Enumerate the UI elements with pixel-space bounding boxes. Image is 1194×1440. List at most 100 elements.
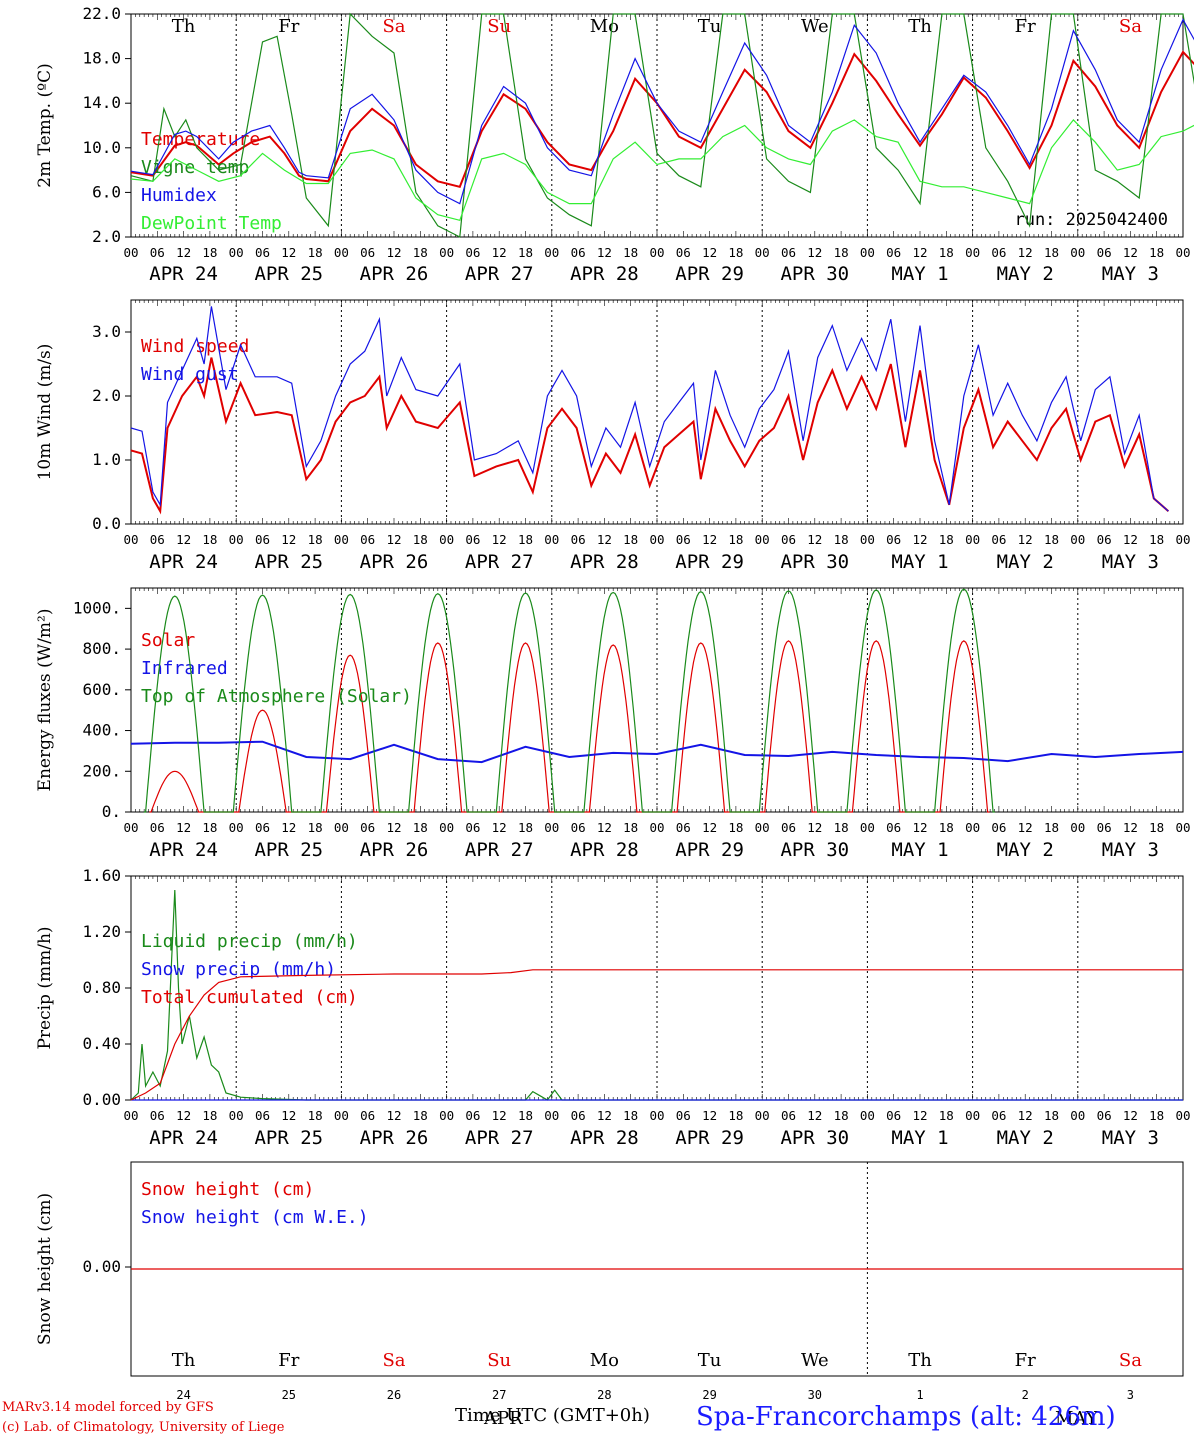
hour-tick-label: 18 [1149,532,1164,547]
series-line-2 [130,969,1183,1101]
hour-tick-label: 18 [308,1108,323,1123]
day-number: 30 [808,1388,822,1402]
hour-tick-label: 06 [676,1108,691,1123]
y-tick-label: 10.0 [82,138,121,157]
date-label: APR 26 [360,551,429,573]
hour-tick-label: 00 [860,532,875,547]
hour-tick-label: 18 [202,532,217,547]
hour-tick-label: 18 [939,532,954,547]
hour-tick-label: 00 [544,820,559,835]
date-label: MAY 2 [997,839,1054,861]
hour-tick-label: 06 [150,245,165,260]
y-tick-label: 22.0 [82,4,121,23]
hour-tick-label: 06 [571,245,586,260]
y-tick-label: 0.80 [82,978,121,997]
y-axis-label: Energy fluxes (W/m²) [35,609,55,792]
hour-tick-label: 00 [123,820,138,835]
y-tick-label: 1.20 [82,922,121,941]
day-label: We [801,16,829,37]
hour-tick-label: 00 [1070,1108,1085,1123]
hour-tick-label: 18 [308,245,323,260]
hour-tick-label: 06 [1097,532,1112,547]
hour-tick-label: 00 [123,532,138,547]
hour-tick-label: 06 [991,532,1006,547]
date-label: APR 29 [675,839,744,861]
date-label: APR 27 [465,839,534,861]
day-label: Th [908,1350,932,1371]
date-label: APR 27 [465,263,534,285]
day-number: 29 [702,1388,716,1402]
hour-tick-label: 18 [728,1108,743,1123]
day-number: 28 [597,1388,611,1402]
hour-tick-label: 12 [176,245,191,260]
hour-tick-label: 00 [1175,1108,1190,1123]
series-line-2 [130,18,1194,205]
date-label: APR 27 [465,1127,534,1149]
date-label: APR 27 [465,551,534,573]
run-label: run: 2025042400 [1014,210,1168,230]
location-title: Spa-Francorchamps (alt: 426m) [696,1402,1116,1432]
y-axis-label: Snow height (cm) [35,1193,55,1345]
hour-tick-label: 00 [649,820,664,835]
hour-tick-label: 12 [1018,1108,1033,1123]
hour-tick-label: 00 [860,1108,875,1123]
hour-tick-label: 06 [886,245,901,260]
hour-tick-label: 18 [728,245,743,260]
hour-tick-label: 06 [465,245,480,260]
hour-tick-label: 06 [150,1108,165,1123]
y-tick-label: 1.0 [92,450,121,469]
date-label: APR 26 [360,263,429,285]
hour-tick-label: 06 [571,820,586,835]
hour-tick-label: 00 [229,245,244,260]
hour-tick-label: 06 [886,820,901,835]
date-label: MAY 1 [891,1127,948,1149]
x-axis-label: Time UTC (GMT+0h) [455,1405,650,1426]
date-label: APR 26 [360,839,429,861]
hour-tick-label: 12 [386,1108,401,1123]
hour-tick-label: 12 [492,245,507,260]
series-line-0 [130,889,1183,1101]
series-line-0 [130,50,1194,188]
legend-entry: Snow precip (mm/h) [141,959,336,980]
hour-tick-label: 06 [360,1108,375,1123]
hour-tick-label: 06 [360,245,375,260]
day-label: Mo [590,1350,619,1371]
hour-tick-label: 18 [413,245,428,260]
model-credit: MARv3.14 model forced by GFS [2,1400,214,1415]
hour-tick-label: 06 [150,532,165,547]
hour-tick-label: 00 [755,820,770,835]
hour-tick-label: 18 [1044,532,1059,547]
lab-credit: (c) Lab. of Climatology, University of L… [2,1420,285,1435]
date-label: APR 24 [149,551,218,573]
date-label: MAY 2 [997,1127,1054,1149]
hour-tick-label: 00 [1070,532,1085,547]
hour-tick-label: 12 [281,245,296,260]
hour-tick-label: 00 [965,820,980,835]
date-label: APR 30 [780,839,849,861]
hour-tick-label: 18 [202,1108,217,1123]
hour-tick-label: 06 [676,820,691,835]
hour-tick-label: 12 [912,820,927,835]
hour-tick-label: 18 [623,820,638,835]
hour-tick-label: 06 [255,1108,270,1123]
hour-tick-label: 06 [360,532,375,547]
legend-entry: Infrared [141,658,228,679]
hour-tick-label: 06 [150,820,165,835]
hour-tick-label: 12 [1123,245,1138,260]
y-tick-label: 6.0 [92,182,121,201]
day-number: 3 [1127,1388,1134,1402]
hour-tick-label: 18 [202,245,217,260]
date-label: APR 25 [254,839,323,861]
date-label: APR 24 [149,1127,218,1149]
y-tick-label: 0.00 [82,1257,121,1276]
y-axis-label: 2m Temp. (ºC) [35,63,55,188]
date-label: APR 29 [675,1127,744,1149]
hour-tick-label: 00 [649,532,664,547]
hour-tick-label: 00 [649,245,664,260]
hour-tick-label: 12 [176,820,191,835]
hour-tick-label: 12 [597,1108,612,1123]
y-tick-label: 0.0 [92,514,121,533]
hour-tick-label: 06 [886,1108,901,1123]
date-label: APR 30 [780,263,849,285]
